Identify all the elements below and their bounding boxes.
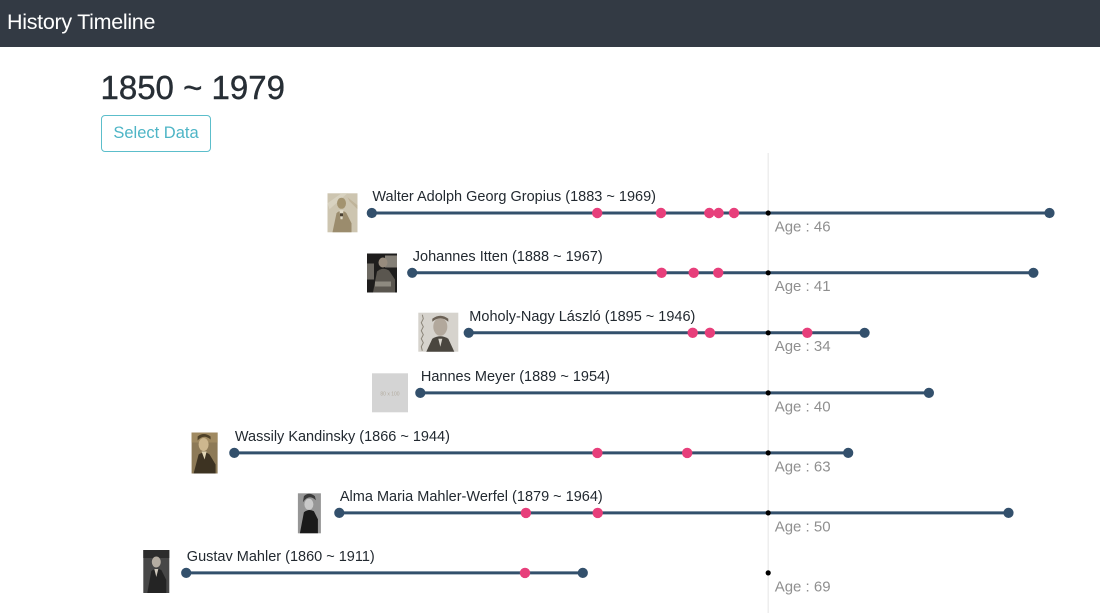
svg-text:Age : 50: Age : 50 (775, 518, 831, 535)
svg-text:80 x 100: 80 x 100 (380, 391, 399, 397)
svg-text:Walter Adolph Georg Gropius (1: Walter Adolph Georg Gropius (1883 ~ 1969… (372, 189, 656, 205)
svg-text:Gustav Mahler (1860 ~ 1911): Gustav Mahler (1860 ~ 1911) (187, 549, 375, 565)
svg-text:Hannes Meyer (1889 ~ 1954): Hannes Meyer (1889 ~ 1954) (421, 369, 610, 385)
svg-text:Age : 63: Age : 63 (775, 458, 831, 475)
svg-text:Age : 46: Age : 46 (775, 218, 831, 235)
svg-text:Alma Maria Mahler-Werfel (1879: Alma Maria Mahler-Werfel (1879 ~ 1964) (340, 489, 603, 505)
svg-text:Johannes Itten (1888 ~ 1967): Johannes Itten (1888 ~ 1967) (413, 249, 603, 265)
svg-text:Wassily Kandinsky (1866 ~ 1944: Wassily Kandinsky (1866 ~ 1944) (235, 429, 450, 445)
svg-text:Age : 40: Age : 40 (775, 398, 831, 415)
svg-text:Age : 41: Age : 41 (775, 278, 831, 295)
svg-text:Moholy-Nagy László (1895 ~ 194: Moholy-Nagy László (1895 ~ 1946) (469, 309, 695, 325)
svg-text:Age : 34: Age : 34 (775, 338, 831, 355)
svg-text:Age : 69: Age : 69 (775, 578, 831, 595)
